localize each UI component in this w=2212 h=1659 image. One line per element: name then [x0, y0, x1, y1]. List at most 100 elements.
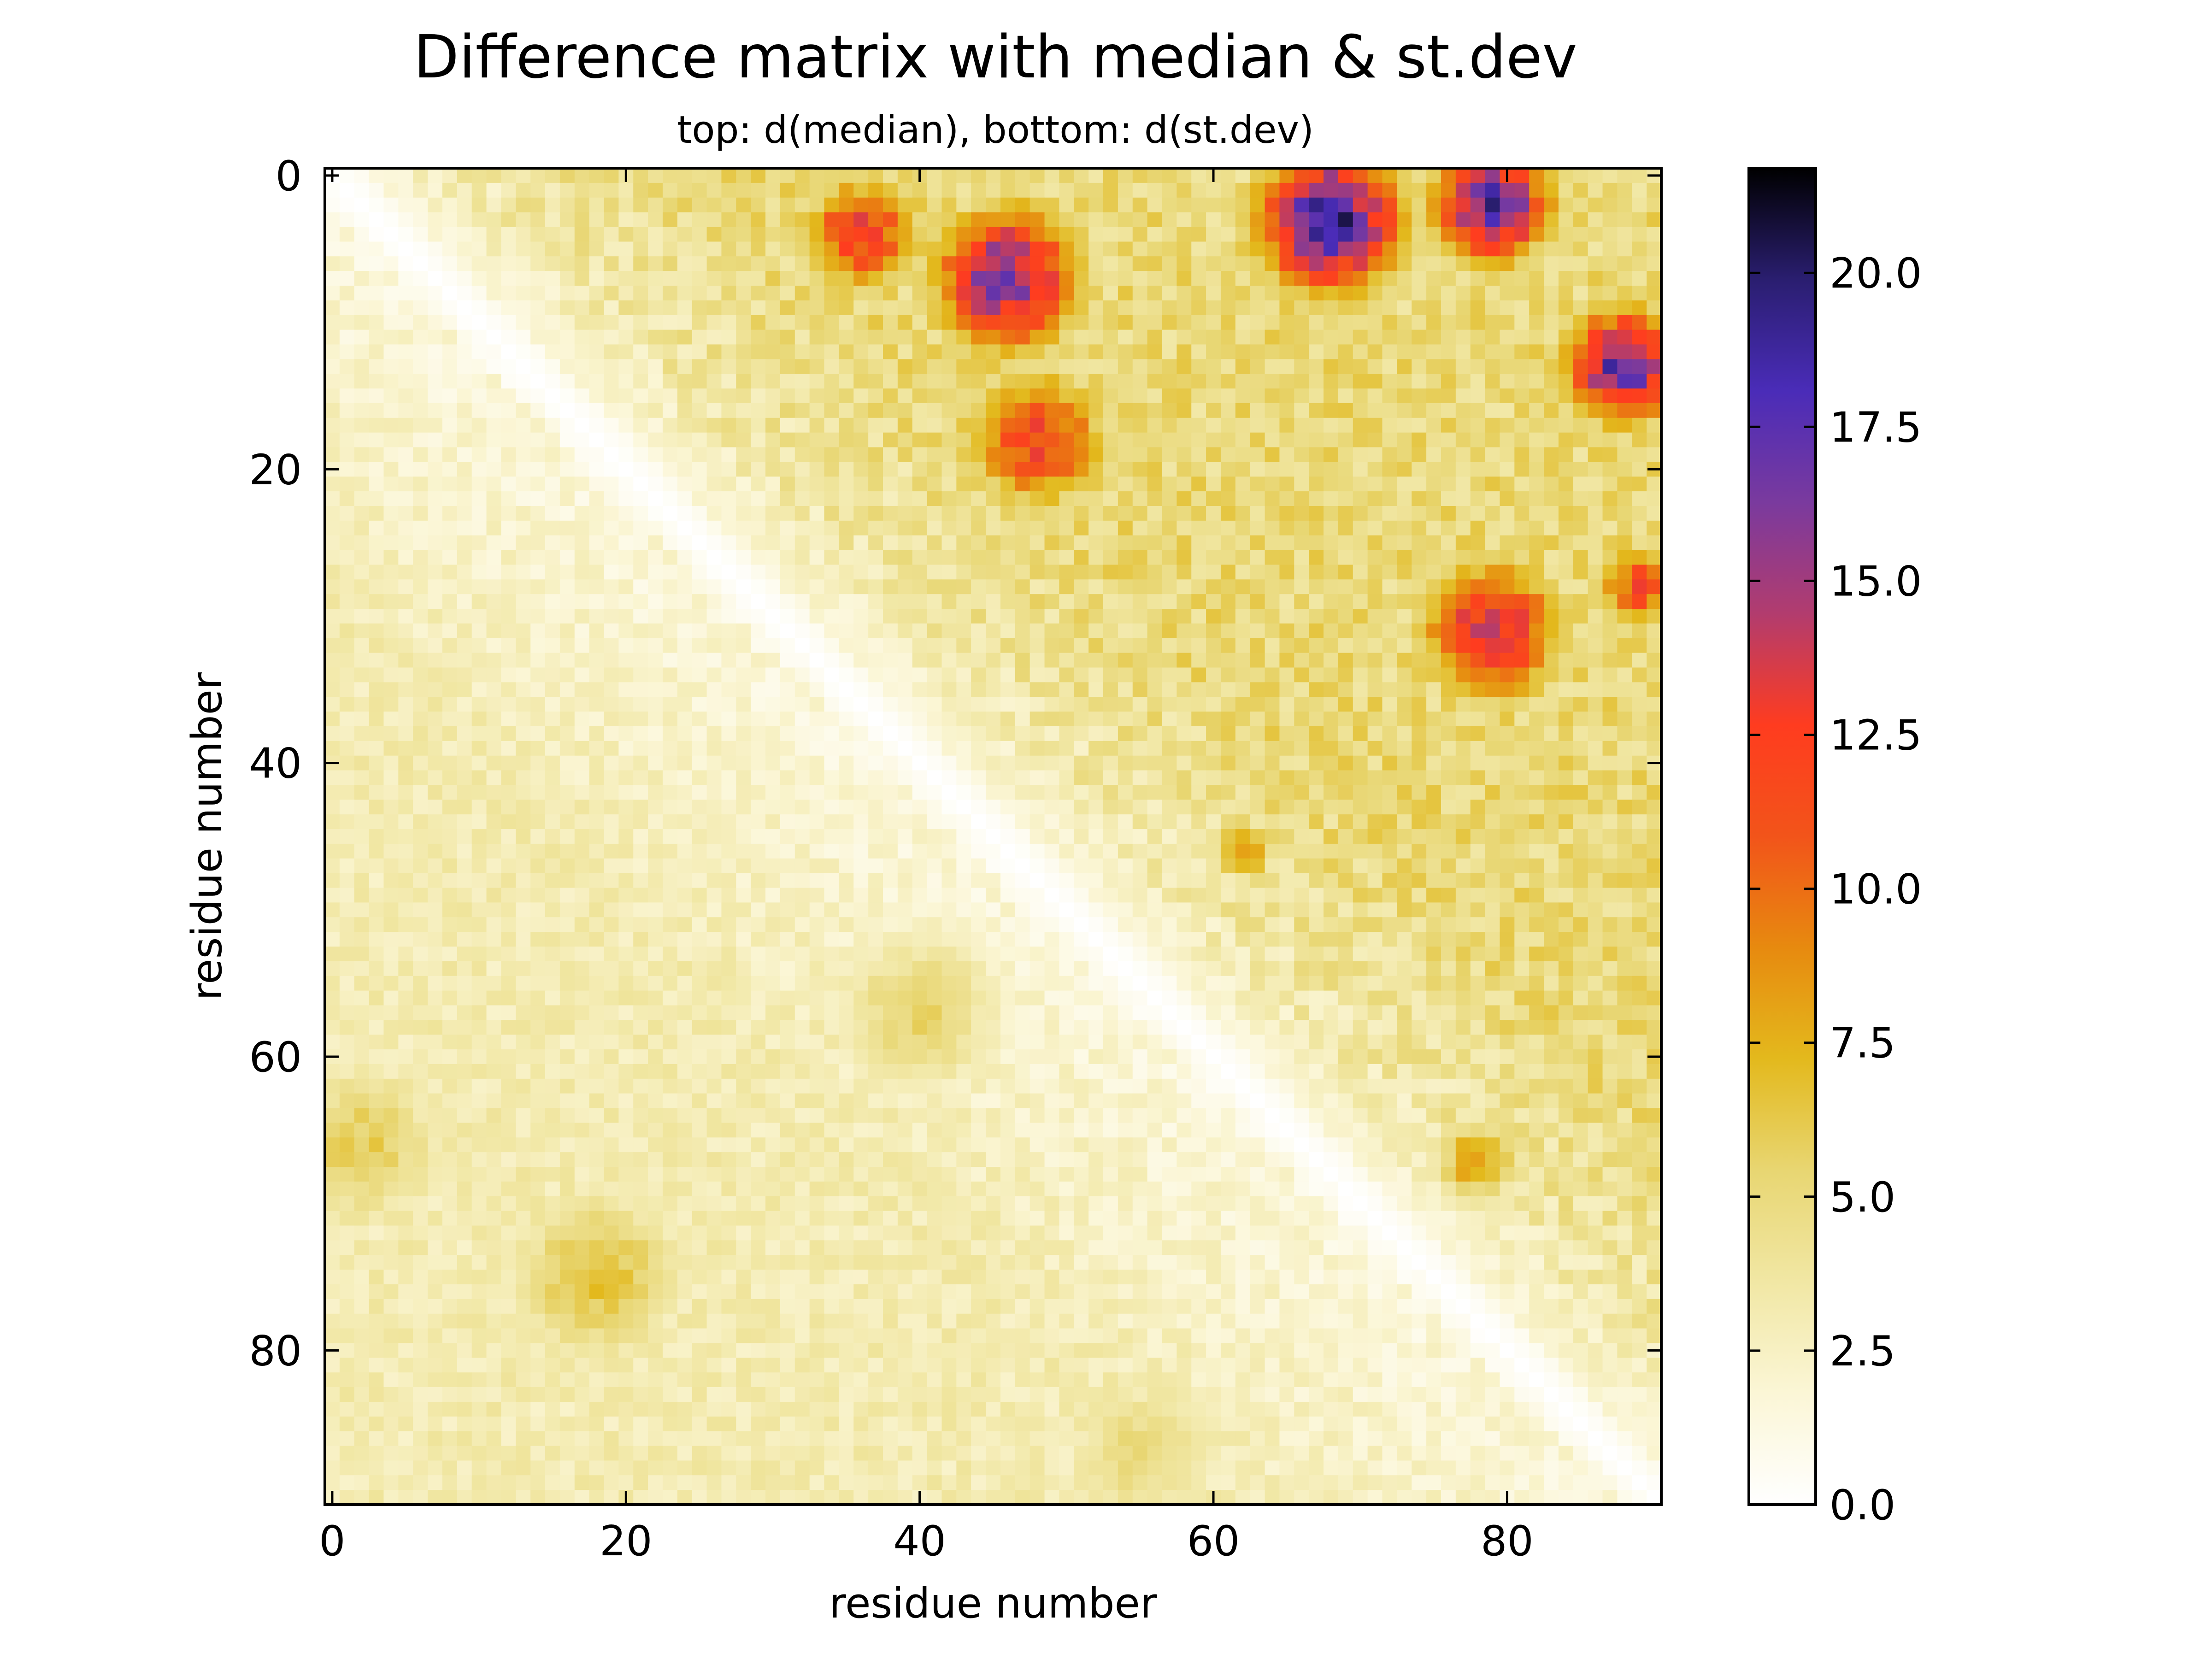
heatmap-cell	[1132, 418, 1148, 433]
heatmap-cell	[1294, 182, 1309, 198]
heatmap-cell	[1617, 902, 1632, 918]
heatmap-cell	[721, 271, 736, 286]
heatmap-cell	[1647, 432, 1662, 448]
heatmap-cell	[559, 843, 575, 859]
heatmap-cell	[1382, 947, 1397, 962]
heatmap-cell	[824, 814, 839, 830]
heatmap-cell	[1558, 374, 1574, 389]
heatmap-cell	[648, 961, 663, 977]
heatmap-cell	[1324, 182, 1339, 198]
heatmap-cell	[1265, 329, 1280, 345]
heatmap-cell	[1353, 550, 1368, 565]
heatmap-cell	[1441, 594, 1456, 609]
heatmap-cell	[648, 329, 663, 345]
heatmap-cell	[1059, 873, 1074, 888]
heatmap-cell	[1529, 520, 1544, 536]
heatmap-cell	[1235, 961, 1251, 977]
heatmap-cell	[589, 961, 605, 977]
heatmap-cell	[1206, 843, 1221, 859]
heatmap-cell	[1324, 726, 1339, 741]
heatmap-cell	[1426, 241, 1441, 257]
heatmap-cell	[1647, 697, 1662, 712]
heatmap-cell	[1412, 917, 1427, 932]
heatmap-cell	[1294, 535, 1309, 551]
heatmap-cell	[1426, 565, 1441, 580]
heatmap-cell	[1118, 755, 1133, 771]
heatmap-cell	[1573, 447, 1588, 462]
heatmap-cell	[853, 388, 869, 404]
heatmap-cell	[809, 947, 825, 962]
heatmap-cell	[986, 917, 1001, 932]
heatmap-cell	[559, 667, 575, 682]
heatmap-cell	[369, 227, 384, 242]
heatmap-cell	[897, 477, 913, 492]
heatmap-cell	[1529, 579, 1544, 594]
heatmap-cell	[1235, 814, 1251, 830]
heatmap-cell	[1353, 947, 1368, 962]
heatmap-cell	[648, 609, 663, 624]
heatmap-cell	[1015, 182, 1030, 198]
heatmap-cell	[1235, 594, 1251, 609]
heatmap-cell	[1485, 594, 1500, 609]
heatmap-cell	[1103, 594, 1118, 609]
heatmap-cell	[1544, 712, 1559, 727]
heatmap-cell	[809, 506, 825, 521]
heatmap-cell	[1470, 403, 1486, 418]
heatmap-cell	[618, 932, 634, 947]
heatmap-cell	[589, 579, 605, 594]
heatmap-cell	[765, 271, 781, 286]
heatmap-cell	[897, 726, 913, 741]
heatmap-cell	[516, 388, 531, 404]
heatmap-cell	[1529, 785, 1544, 800]
heatmap-cell	[1617, 726, 1632, 741]
heatmap-cell	[751, 888, 766, 903]
heatmap-cell	[1602, 550, 1618, 565]
heatmap-cell	[442, 770, 458, 786]
heatmap-cell	[530, 359, 546, 374]
heatmap-cell	[1294, 917, 1309, 932]
heatmap-cell	[1088, 873, 1104, 888]
heatmap-cell	[1367, 506, 1383, 521]
heatmap-cell	[1235, 285, 1251, 301]
heatmap-cell	[1015, 432, 1030, 448]
heatmap-cell	[633, 403, 648, 418]
heatmap-cell	[1588, 682, 1603, 697]
heatmap-cell	[1294, 388, 1309, 404]
heatmap-cell	[956, 315, 971, 330]
heatmap-cell	[1353, 256, 1368, 271]
heatmap-cell	[604, 418, 619, 433]
heatmap-cell	[1177, 271, 1192, 286]
heatmap-cell	[721, 550, 736, 565]
heatmap-cell	[794, 285, 810, 301]
heatmap-cell	[1367, 873, 1383, 888]
heatmap-cell	[839, 432, 854, 448]
heatmap-cell	[1015, 535, 1030, 551]
heatmap-cell	[971, 256, 986, 271]
heatmap-cell	[941, 388, 957, 404]
heatmap-cell	[1235, 623, 1251, 639]
heatmap-cell	[1147, 858, 1163, 874]
heatmap-cell	[501, 315, 516, 330]
heatmap-cell	[1455, 858, 1471, 874]
heatmap-cell	[941, 300, 957, 316]
heatmap-cell	[1044, 300, 1060, 316]
heatmap-cell	[457, 858, 472, 874]
heatmap-cell	[1441, 418, 1456, 433]
heatmap-cell	[677, 873, 693, 888]
heatmap-cell	[1191, 682, 1206, 697]
heatmap-cell	[1632, 388, 1647, 404]
heatmap-cell	[442, 550, 458, 565]
heatmap-cell	[809, 447, 825, 462]
heatmap-cell	[1441, 843, 1456, 859]
heatmap-cell	[1132, 271, 1148, 286]
heatmap-cell	[1177, 212, 1192, 228]
heatmap-cell	[428, 374, 443, 389]
heatmap-cell	[413, 565, 428, 580]
heatmap-cell	[1544, 667, 1559, 682]
heatmap-cell	[794, 961, 810, 977]
heatmap-cell	[662, 829, 678, 844]
heatmap-cell	[1103, 388, 1118, 404]
heatmap-cell	[721, 638, 736, 653]
heatmap-cell	[721, 814, 736, 830]
heatmap-cell	[1103, 932, 1118, 947]
